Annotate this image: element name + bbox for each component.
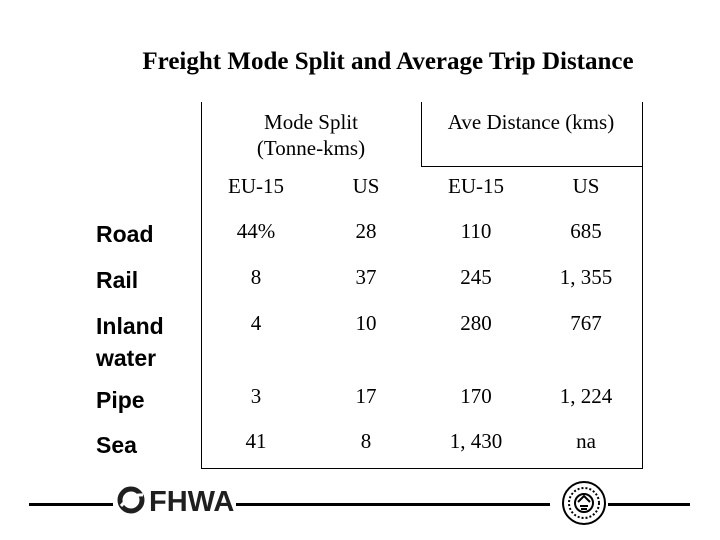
cell-road-eu15-split: 44% — [236, 219, 276, 243]
cell-pipe-eu15-distance: 170 — [460, 384, 492, 408]
footer-rule-left — [29, 503, 113, 506]
header-mode-split-line2: (Tonne-kms) — [256, 136, 366, 160]
cell-pipe-us-distance: 1, 224 — [559, 384, 613, 408]
cell-road-eu15-distance: 110 — [460, 219, 492, 243]
row-label-rail: Rail — [96, 267, 139, 293]
cell-sea-us-distance: na — [576, 429, 596, 453]
cell-road-us-distance: 685 — [570, 219, 602, 243]
subheader-us-distance: US — [572, 174, 600, 198]
cell-rail-eu15-distance: 245 — [460, 265, 492, 289]
row-label-inland: Inland — [96, 313, 164, 339]
row-label-pipe: Pipe — [96, 387, 145, 413]
subheader-eu15-distance: EU-15 — [448, 174, 504, 198]
cell-rail-eu15-split: 8 — [250, 265, 262, 289]
page-title: Freight Mode Split and Average Trip Dist… — [142, 48, 634, 75]
cell-sea-eu15-split: 41 — [245, 429, 267, 453]
cell-pipe-eu15-split: 3 — [250, 384, 262, 408]
header-ave-distance: Ave Distance (kms) — [447, 110, 615, 134]
footer-rule-right — [608, 503, 690, 506]
cell-inland-us-split: 10 — [355, 311, 377, 335]
cell-road-us-split: 28 — [355, 219, 377, 243]
cell-rail-us-distance: 1, 355 — [559, 265, 613, 289]
cell-inland-eu15-split: 4 — [250, 311, 262, 335]
cell-inland-us-distance: 767 — [570, 311, 602, 335]
cell-inland-eu15-distance: 280 — [460, 311, 492, 335]
cell-sea-us-split: 8 — [360, 429, 372, 453]
cell-sea-eu15-distance: 1, 430 — [449, 429, 503, 453]
fhwa-logo-text: FHWA — [149, 486, 235, 518]
dot-seal-icon — [561, 480, 607, 531]
header-mode-split: Mode Split (Tonne-kms) — [201, 109, 421, 161]
subheader-us-split: US — [352, 174, 380, 198]
data-table — [201, 102, 643, 469]
fhwa-swoosh-icon — [117, 486, 145, 519]
fhwa-logo: FHWA — [117, 486, 234, 519]
row-label-road: Road — [96, 221, 154, 247]
cell-rail-us-split: 37 — [355, 265, 377, 289]
row-label-sea: Sea — [96, 432, 137, 458]
subheader-eu15-split: EU-15 — [228, 174, 284, 198]
row-label-inland-water: Inland water — [96, 310, 164, 374]
header-divider — [421, 102, 422, 166]
row-label-water: water — [96, 345, 157, 371]
header-underline — [421, 166, 642, 167]
header-mode-split-line1: Mode Split — [264, 110, 358, 134]
cell-pipe-us-split: 17 — [355, 384, 377, 408]
footer-rule-middle — [236, 503, 550, 506]
